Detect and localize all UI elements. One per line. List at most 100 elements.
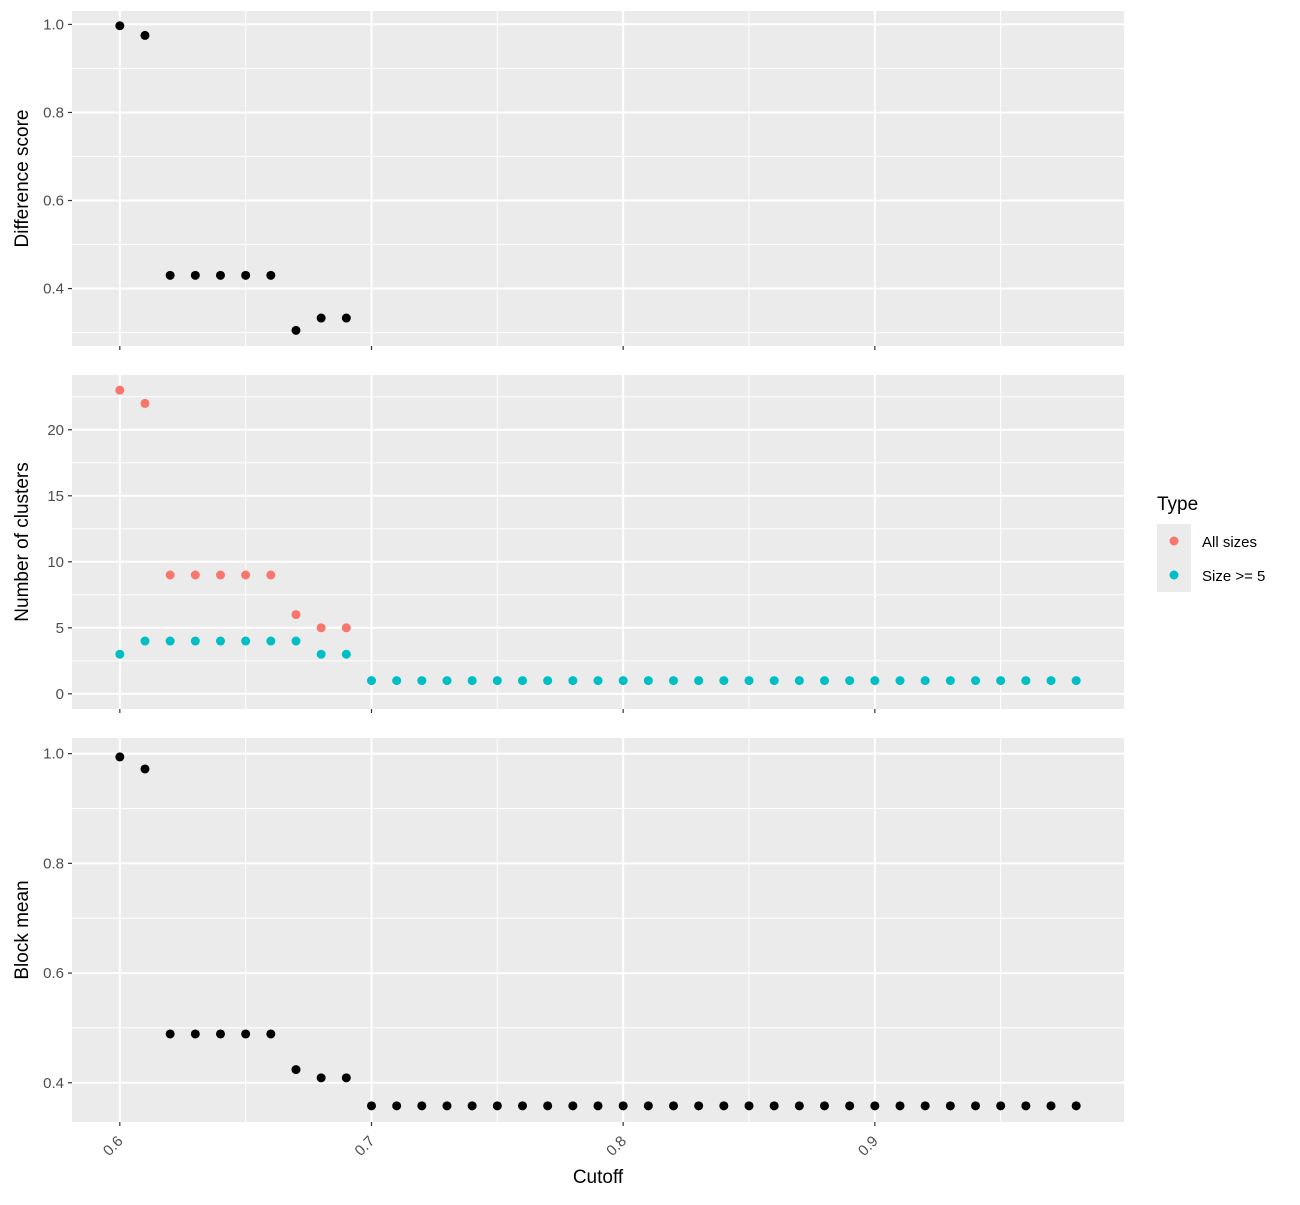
data-point — [241, 1029, 251, 1039]
legend-key-all-sizes — [1169, 536, 1179, 546]
data-point — [366, 1101, 376, 1111]
y-tick-label: 10 — [47, 554, 64, 571]
data-point — [266, 636, 276, 646]
data-point — [291, 636, 301, 646]
legend-title: Type — [1157, 494, 1198, 515]
data-point — [492, 1101, 502, 1111]
series-block-0 — [115, 752, 1081, 1111]
data-point — [115, 385, 125, 395]
data-point — [694, 676, 704, 686]
data-point — [744, 676, 754, 686]
panel-background — [72, 11, 1124, 346]
panel-background — [72, 738, 1124, 1122]
data-point — [140, 30, 150, 40]
data-point — [392, 676, 402, 686]
data-point — [341, 649, 351, 659]
legend-label-all-sizes: All sizes — [1202, 534, 1257, 551]
data-point — [291, 1065, 301, 1075]
data-point — [266, 570, 276, 580]
data-point — [492, 676, 502, 686]
data-point — [643, 1101, 653, 1111]
data-point — [618, 676, 628, 686]
data-point — [996, 676, 1006, 686]
data-point — [568, 676, 578, 686]
series-clusters-0 — [115, 385, 351, 633]
data-point — [190, 636, 200, 646]
y-tick-label: 0.6 — [43, 193, 64, 210]
data-point — [845, 1101, 855, 1111]
y-tick-label: 0 — [56, 686, 64, 703]
x-tick-label: 0.6 — [100, 1133, 127, 1160]
data-point — [694, 1101, 704, 1111]
data-point — [115, 649, 125, 659]
data-point — [291, 610, 301, 620]
data-point — [341, 313, 351, 323]
data-point — [366, 676, 376, 686]
data-point — [266, 270, 276, 280]
data-point — [517, 1101, 527, 1111]
data-point — [568, 1101, 578, 1111]
data-point — [467, 1101, 477, 1111]
data-point — [316, 623, 326, 633]
legend-key-size-ge-5 — [1169, 570, 1179, 580]
data-point — [543, 1101, 553, 1111]
y-tick-label: 0.6 — [43, 965, 64, 982]
data-point — [241, 270, 251, 280]
y-axis-title-difference: Difference score — [12, 110, 33, 248]
data-point — [996, 1101, 1006, 1111]
data-point — [1046, 676, 1056, 686]
data-point — [744, 1101, 754, 1111]
panel-background — [72, 375, 1124, 709]
data-point — [215, 270, 225, 280]
data-point — [392, 1101, 402, 1111]
data-point — [920, 676, 930, 686]
data-point — [895, 1101, 905, 1111]
data-point — [971, 676, 981, 686]
data-point — [794, 676, 804, 686]
x-axis-title: Cutoff — [573, 1167, 624, 1188]
data-point — [442, 1101, 452, 1111]
y-tick-label: 1.0 — [43, 746, 64, 763]
series-clusters-1 — [115, 636, 1081, 686]
data-point — [215, 636, 225, 646]
data-point — [1021, 676, 1031, 686]
data-point — [341, 623, 351, 633]
data-point — [190, 270, 200, 280]
data-point — [820, 1101, 830, 1111]
data-point — [945, 676, 955, 686]
data-point — [845, 676, 855, 686]
data-point — [593, 1101, 603, 1111]
data-point — [316, 313, 326, 323]
x-tick-label: 0.7 — [352, 1133, 379, 1160]
data-point — [769, 1101, 779, 1111]
data-point — [165, 636, 175, 646]
data-point — [895, 676, 905, 686]
x-tick-label: 0.8 — [603, 1133, 630, 1160]
y-tick-label: 0.8 — [43, 104, 64, 121]
data-point — [769, 676, 779, 686]
data-point — [165, 570, 175, 580]
legend: Type All sizes Size >= 5 — [1157, 494, 1265, 592]
data-point — [543, 676, 553, 686]
panel-difference: 0.4 0.6 0.8 1.0 Difference score — [12, 11, 1124, 350]
data-point — [140, 398, 150, 408]
data-point — [945, 1101, 955, 1111]
data-point — [291, 325, 301, 335]
data-point — [794, 1101, 804, 1111]
data-point — [719, 676, 729, 686]
data-point — [920, 1101, 930, 1111]
data-point — [215, 570, 225, 580]
data-point — [618, 1101, 628, 1111]
data-point — [341, 1073, 351, 1083]
data-point — [241, 570, 251, 580]
data-point — [417, 676, 427, 686]
data-point — [719, 1101, 729, 1111]
data-point — [1071, 676, 1081, 686]
data-point — [517, 676, 527, 686]
data-point — [442, 676, 452, 686]
y-tick-label: 0.4 — [43, 1075, 64, 1092]
data-point — [870, 1101, 880, 1111]
data-point — [241, 636, 251, 646]
